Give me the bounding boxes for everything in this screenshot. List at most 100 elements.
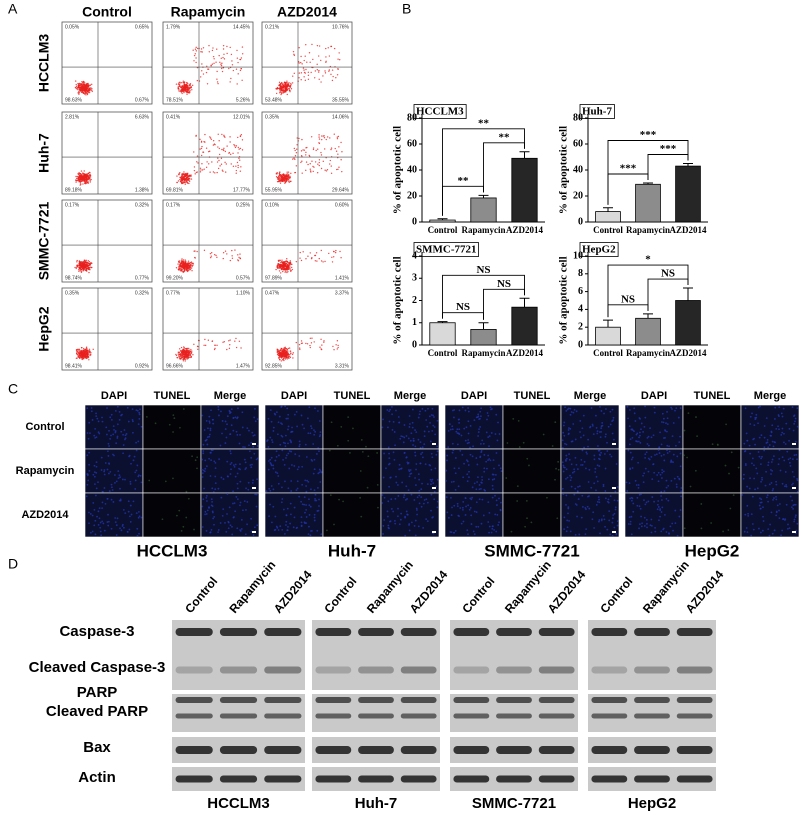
event-dot: [228, 153, 229, 154]
event-dot: [223, 252, 224, 253]
nucleus: [307, 432, 309, 434]
bar: [471, 329, 496, 345]
nucleus: [437, 450, 439, 452]
nucleus: [583, 415, 585, 417]
quadrant-percent: 0.21%: [265, 24, 280, 30]
stain-header: DAPI: [101, 390, 127, 402]
event-dot: [85, 181, 86, 182]
nucleus: [489, 526, 491, 528]
nucleus: [611, 522, 613, 524]
event-dot: [339, 59, 340, 60]
bar: [430, 323, 455, 345]
nucleus: [394, 431, 396, 433]
event-dot: [194, 170, 195, 171]
nucleus: [296, 426, 298, 428]
event-dot: [206, 72, 207, 73]
nucleus: [471, 523, 473, 525]
nucleus: [347, 440, 349, 442]
event-dot: [294, 148, 295, 149]
nucleus: [464, 497, 466, 499]
nucleus: [588, 481, 590, 483]
nucleus: [627, 417, 629, 419]
nucleus: [654, 412, 656, 414]
event-dot: [305, 69, 306, 70]
nucleus: [746, 433, 748, 435]
plot-frame: [163, 22, 253, 104]
nucleus: [251, 464, 253, 466]
nucleus: [432, 482, 434, 484]
nucleus: [629, 467, 631, 469]
micrograph: [561, 493, 619, 537]
event-dot: [286, 80, 287, 81]
event-dot: [332, 76, 333, 77]
nucleus: [488, 478, 490, 480]
nucleus: [218, 415, 220, 417]
event-dot: [223, 258, 224, 259]
nucleus: [481, 479, 483, 481]
nucleus: [132, 420, 134, 422]
scale-bar: [432, 487, 436, 489]
nucleus: [220, 411, 222, 413]
nucleus: [489, 435, 491, 437]
event-dot: [286, 174, 287, 175]
nucleus: [268, 469, 270, 471]
nucleus: [287, 487, 289, 489]
event-dot: [321, 344, 322, 345]
event-dot: [197, 349, 198, 350]
nucleus: [743, 443, 745, 445]
event-dot: [341, 171, 342, 172]
nucleus: [462, 407, 464, 409]
nucleus: [100, 534, 102, 536]
y-tick-label: 40: [573, 164, 583, 175]
x-tick-label: Rapamycin: [626, 225, 670, 235]
event-dot: [329, 55, 330, 56]
event-dot: [222, 342, 223, 343]
nucleus: [479, 456, 481, 458]
nucleus: [416, 509, 418, 511]
event-dot: [76, 88, 77, 89]
nucleus: [96, 418, 98, 420]
event-dot: [183, 82, 184, 83]
nucleus: [565, 455, 567, 457]
event-dot: [334, 134, 335, 135]
condition-label: AZD2014: [21, 509, 69, 521]
nucleus: [314, 431, 316, 433]
event-dot: [186, 270, 187, 271]
event-dot: [282, 353, 283, 354]
event-dot: [287, 264, 288, 265]
quadrant-percent: 1.47%: [236, 363, 251, 369]
quadrant-percent: 0.25%: [236, 202, 251, 208]
nucleus: [227, 521, 229, 523]
nucleus: [213, 516, 215, 518]
nucleus: [250, 518, 252, 520]
event-dot: [178, 180, 179, 181]
event-dot: [91, 88, 92, 89]
event-dot: [241, 57, 242, 58]
nucleus: [217, 488, 219, 490]
event-dot: [226, 253, 227, 254]
event-dot: [284, 87, 285, 88]
event-dot: [211, 161, 212, 162]
event-dot: [85, 175, 86, 176]
nucleus: [201, 506, 203, 508]
event-dot: [203, 47, 204, 48]
x-tick-label: AZD2014: [506, 348, 544, 358]
nucleus: [598, 499, 600, 501]
plot-frame: [163, 200, 253, 282]
nucleus: [137, 535, 139, 537]
nucleus: [586, 453, 588, 455]
nucleus: [329, 450, 331, 452]
nucleus: [433, 498, 435, 500]
nucleus: [483, 515, 485, 517]
nucleus: [660, 491, 662, 493]
nucleus: [412, 427, 414, 429]
event-dot: [308, 75, 309, 76]
event-dot: [331, 165, 332, 166]
event-dot: [324, 261, 325, 262]
nucleus: [394, 459, 396, 461]
nucleus: [376, 452, 378, 454]
nucleus: [458, 467, 460, 469]
nucleus: [105, 427, 107, 429]
event-dot: [286, 180, 287, 181]
event-dot: [82, 90, 83, 91]
